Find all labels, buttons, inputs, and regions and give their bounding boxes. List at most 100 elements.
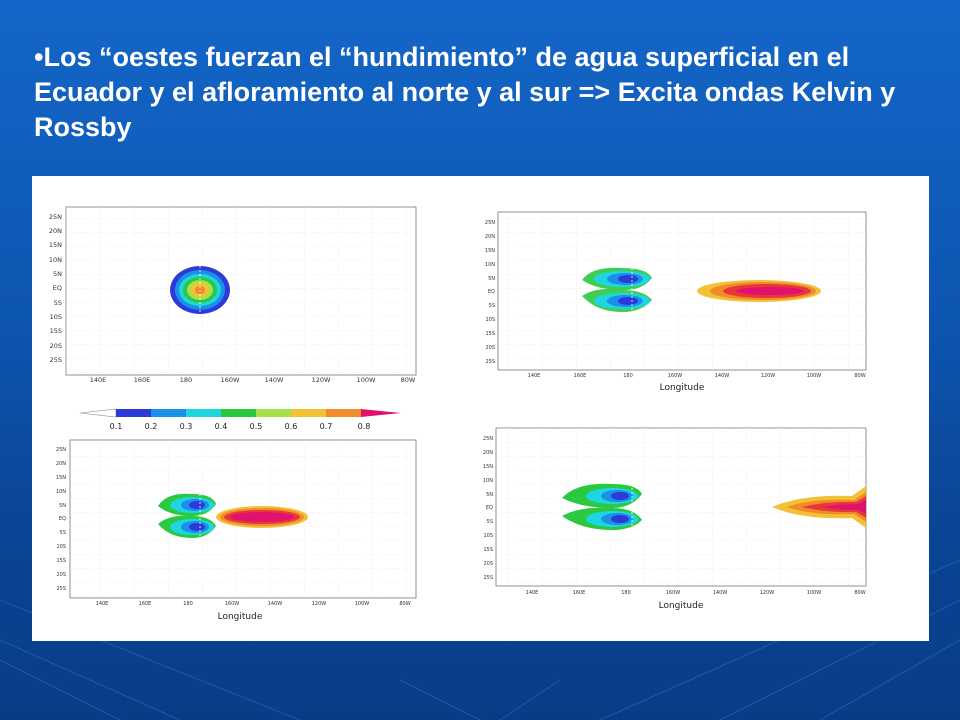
lat-tick: 15S bbox=[485, 331, 495, 337]
lat-tick: 15N bbox=[56, 475, 66, 481]
figure-svg: 25N 20N 15N 10N 5N EQ 5S 10S 15S 20S 25S… bbox=[49, 206, 867, 622]
lat-tick: 10N bbox=[56, 489, 66, 495]
lat-tick: 25S bbox=[56, 586, 66, 592]
lon-tick: 100W bbox=[807, 373, 822, 379]
lon-tick: 160E bbox=[573, 590, 586, 596]
lon-tick: 160W bbox=[668, 373, 683, 379]
lat-tick: 10S bbox=[483, 533, 493, 539]
panel-waves-t2: 25N 20N 15N 10N 5N EQ 5S 10S 15S 20S 25S… bbox=[56, 439, 417, 622]
lat-tick: 10S bbox=[56, 544, 66, 550]
lat-tick: 20N bbox=[49, 227, 62, 235]
lon-tick: 140E bbox=[528, 373, 541, 379]
lon-tick: 140W bbox=[268, 601, 283, 607]
lon-tick: 140W bbox=[713, 590, 728, 596]
rossby-lobes bbox=[158, 493, 216, 540]
bullet: • bbox=[34, 42, 44, 72]
lat-tick: 15N bbox=[483, 464, 493, 470]
lat-tick: 15S bbox=[50, 327, 62, 335]
lon-tick: 160E bbox=[134, 376, 151, 384]
lat-tick: 25N bbox=[485, 220, 495, 226]
lat-tick: EQ bbox=[486, 505, 493, 511]
kelvin-wave bbox=[216, 506, 308, 528]
lon-tick: 140W bbox=[265, 376, 284, 384]
lat-tick: 5S bbox=[487, 519, 493, 525]
lon-tick: 80W bbox=[854, 590, 865, 596]
lon-tick: 120W bbox=[312, 376, 331, 384]
lat-tick: 10S bbox=[485, 317, 495, 323]
colorbar-tick: 0.4 bbox=[215, 422, 228, 431]
lat-tick: 25N bbox=[483, 436, 493, 442]
slide-text-body: Los “oestes fuerzan el “hundimiento” de … bbox=[34, 42, 896, 142]
lat-tick: EQ bbox=[53, 284, 62, 292]
lat-tick: 20N bbox=[483, 450, 493, 456]
panel-waves-t3: 25N 20N 15N 10N 5N EQ 5S 10S 15S 20S 25S… bbox=[483, 427, 867, 611]
panel-waves-t1: 25N 20N 15N 10N 5N EQ 5S 10S 15S 20S 25S… bbox=[485, 211, 867, 393]
lon-tick: 160E bbox=[139, 601, 152, 607]
colorbar-tick: 0.7 bbox=[320, 422, 333, 431]
lat-tick: 25S bbox=[50, 356, 62, 364]
colorbar-tick: 0.6 bbox=[285, 422, 298, 431]
lat-tick: 20S bbox=[56, 572, 66, 578]
lon-tick: 120W bbox=[312, 601, 327, 607]
lat-tick: 25S bbox=[483, 575, 493, 581]
lat-tick: 5N bbox=[53, 270, 62, 278]
lon-tick: 140W bbox=[715, 373, 730, 379]
lon-tick: 140E bbox=[90, 376, 107, 384]
lon-tick: 100W bbox=[357, 376, 376, 384]
forcing-blob bbox=[170, 266, 230, 314]
lon-tick: 160W bbox=[225, 601, 240, 607]
kelvin-wave bbox=[697, 280, 821, 302]
lat-tick: 15S bbox=[483, 547, 493, 553]
lat-tick: 5N bbox=[59, 503, 66, 509]
lon-tick: 120W bbox=[761, 373, 776, 379]
lon-tick: 80W bbox=[854, 373, 865, 379]
lat-tick: 5N bbox=[486, 492, 493, 498]
colorbar: 0.1 0.2 0.3 0.4 0.5 0.6 0.7 0.8 bbox=[79, 408, 401, 431]
lat-tick: 20N bbox=[485, 234, 495, 240]
lon-tick: 100W bbox=[807, 590, 822, 596]
x-axis-label: Longitude bbox=[659, 601, 704, 611]
lat-tick: 10N bbox=[485, 262, 495, 268]
lat-tick: 5S bbox=[54, 299, 62, 307]
lat-tick: 5N bbox=[488, 276, 495, 282]
p1-lon-ticks: 140E 160E 180 160W 140W 120W 100W 80W bbox=[90, 376, 416, 384]
lon-tick: 180 bbox=[180, 376, 192, 384]
x-axis-label: Longitude bbox=[218, 612, 263, 622]
colorbar-tick: 0.8 bbox=[358, 422, 371, 431]
lon-tick: 180 bbox=[183, 601, 193, 607]
lat-tick: 5S bbox=[489, 303, 495, 309]
lat-tick: 15N bbox=[485, 248, 495, 254]
colorbar-tick: 0.2 bbox=[145, 422, 158, 431]
colorbar-tick: 0.1 bbox=[110, 422, 123, 431]
lat-tick: 15N bbox=[49, 241, 62, 249]
lat-tick: 10N bbox=[483, 478, 493, 484]
lon-tick: 80W bbox=[399, 601, 410, 607]
lat-tick: 10S bbox=[50, 313, 62, 321]
lat-tick: EQ bbox=[59, 516, 66, 522]
lon-tick: 160W bbox=[666, 590, 681, 596]
colorbar-tick: 0.3 bbox=[180, 422, 193, 431]
panel-initial-forcing: 25N 20N 15N 10N 5N EQ 5S 10S 15S 20S 25S… bbox=[49, 206, 417, 384]
lat-tick: 20S bbox=[483, 561, 493, 567]
lat-tick: 10N bbox=[49, 256, 62, 264]
figure-panel: 25N 20N 15N 10N 5N EQ 5S 10S 15S 20S 25S… bbox=[32, 176, 929, 641]
lon-tick: 100W bbox=[355, 601, 370, 607]
lon-tick: 120W bbox=[760, 590, 775, 596]
lat-tick: 20N bbox=[56, 461, 66, 467]
rossby-lobes bbox=[582, 267, 652, 314]
lon-tick: 160W bbox=[221, 376, 240, 384]
kelvin-wave-reflecting bbox=[772, 486, 866, 528]
rossby-lobes bbox=[562, 483, 642, 532]
lon-tick: 160E bbox=[574, 373, 587, 379]
lon-tick: 140E bbox=[96, 601, 109, 607]
lat-tick: 15S bbox=[56, 558, 66, 564]
lon-tick: 80W bbox=[401, 376, 416, 384]
lon-tick: 180 bbox=[621, 590, 631, 596]
slide-text: •Los “oestes fuerzan el “hundimiento” de… bbox=[34, 40, 934, 145]
lon-tick: 180 bbox=[623, 373, 633, 379]
p1-lat-ticks: 25N 20N 15N 10N 5N EQ 5S 10S 15S 20S 25S bbox=[49, 213, 62, 364]
colorbar-tick: 0.5 bbox=[250, 422, 263, 431]
lat-tick: 20S bbox=[485, 345, 495, 351]
lat-tick: 20S bbox=[50, 342, 62, 350]
lat-tick: 25N bbox=[56, 447, 66, 453]
